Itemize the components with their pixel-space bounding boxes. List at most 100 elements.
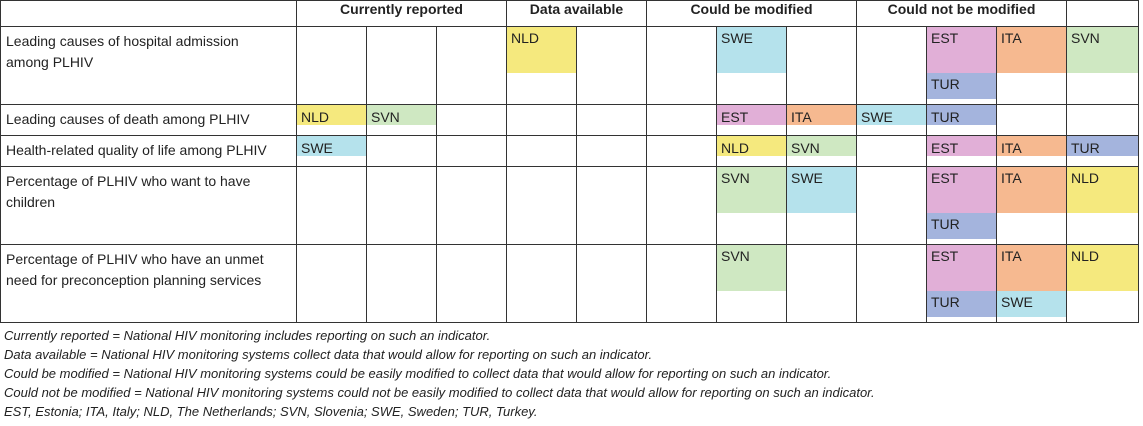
split-cell — [367, 167, 436, 244]
country-cell: SVN — [716, 166, 787, 245]
empty-chip — [437, 27, 506, 73]
country-cell — [996, 104, 1067, 136]
country-cell — [436, 104, 507, 136]
country-cell: NLD — [1066, 244, 1139, 323]
country-chip: ITA — [997, 27, 1066, 73]
split-cell: SVN — [1067, 27, 1138, 104]
empty-chip — [507, 136, 576, 140]
empty-chip — [507, 73, 576, 99]
empty-chip — [297, 213, 366, 239]
empty-chip — [647, 291, 716, 317]
header-empty — [0, 0, 297, 27]
country-cell — [436, 135, 507, 167]
country-chip: TUR — [927, 213, 996, 239]
empty-chip — [577, 105, 646, 109]
footnote-line: Data available = National HIV monitoring… — [4, 347, 653, 362]
country-chip: TUR — [927, 73, 996, 99]
empty-chip — [647, 245, 716, 291]
empty-chip — [437, 136, 506, 140]
country-cell — [576, 26, 647, 105]
empty-chip — [997, 105, 1066, 109]
empty-chip — [507, 213, 576, 239]
country-chip: SWE — [717, 27, 786, 73]
empty-chip — [857, 245, 926, 291]
empty-chip — [507, 245, 576, 291]
empty-chip — [647, 167, 716, 213]
country-cell: ITA — [996, 26, 1067, 105]
country-cell: SWE — [296, 135, 367, 167]
empty-chip — [367, 73, 436, 99]
split-cell — [297, 245, 366, 322]
country-cell — [856, 135, 927, 167]
split-cell — [577, 245, 646, 322]
empty-chip — [577, 291, 646, 317]
country-cell — [436, 166, 507, 245]
split-cell — [507, 245, 576, 322]
row-label-line: among PLHIV — [6, 54, 94, 70]
table-footnotes: Currently reported = National HIV monito… — [0, 323, 1143, 421]
split-cell — [437, 27, 506, 104]
row-label-line: Leading causes of death among PLHIV — [6, 111, 250, 127]
empty-chip — [787, 291, 856, 317]
country-chip: NLD — [507, 27, 576, 73]
empty-chip — [367, 213, 436, 239]
country-cell: NLD — [506, 26, 577, 105]
country-cell: EST TUR — [926, 166, 997, 245]
row-label-line: Health-related quality of life among PLH… — [6, 142, 267, 158]
country-chip: NLD — [1067, 245, 1138, 291]
country-cell — [296, 26, 367, 105]
empty-chip — [297, 27, 366, 73]
country-chip: TUR — [927, 105, 996, 125]
row-label-line: need for preconception planning services — [6, 272, 262, 288]
header-data-available: Data available — [506, 0, 647, 27]
split-cell: ITA — [997, 167, 1066, 244]
country-cell — [366, 26, 437, 105]
empty-chip — [367, 291, 436, 317]
country-cell — [576, 135, 647, 167]
empty-chip — [577, 213, 646, 239]
country-cell — [646, 244, 717, 323]
empty-chip — [1067, 291, 1138, 317]
country-cell: NLD — [716, 135, 787, 167]
header-could-be-modified: Could be modified — [646, 0, 857, 27]
country-cell: EST — [716, 104, 787, 136]
country-cell: SWE — [716, 26, 787, 105]
country-cell — [296, 244, 367, 323]
empty-chip — [577, 73, 646, 99]
country-cell: SWE — [786, 166, 857, 245]
split-cell: EST TUR — [927, 167, 996, 244]
split-cell — [367, 245, 436, 322]
country-cell: SVN — [1066, 26, 1139, 105]
split-cell: ITA — [997, 27, 1066, 104]
empty-chip — [367, 136, 436, 140]
footnote-line: Currently reported = National HIV monito… — [4, 328, 491, 343]
country-cell: ITA — [996, 135, 1067, 167]
country-cell — [366, 244, 437, 323]
empty-chip — [857, 136, 926, 140]
empty-chip — [717, 291, 786, 317]
empty-chip — [437, 73, 506, 99]
country-cell: ITA — [996, 166, 1067, 245]
country-cell — [646, 135, 717, 167]
country-cell: NLD — [1066, 166, 1139, 245]
country-chip: EST — [927, 245, 996, 291]
split-cell — [577, 167, 646, 244]
empty-chip — [507, 291, 576, 317]
empty-chip — [997, 73, 1066, 99]
country-chip: EST — [927, 136, 996, 156]
country-chip: ITA — [997, 167, 1066, 213]
empty-chip — [1067, 213, 1138, 239]
country-chip: SVN — [1067, 27, 1138, 73]
empty-chip — [857, 73, 926, 99]
country-chip: SWE — [787, 167, 856, 213]
country-cell: TUR — [1066, 135, 1139, 167]
country-chip: EST — [717, 105, 786, 125]
empty-chip — [577, 27, 646, 73]
country-cell — [296, 166, 367, 245]
row-label: Leading causes of death among PLHIV — [0, 104, 297, 136]
empty-chip — [787, 73, 856, 99]
empty-chip — [1067, 105, 1138, 109]
empty-chip — [297, 167, 366, 213]
empty-chip — [997, 213, 1066, 239]
country-chip: SVN — [787, 136, 856, 156]
